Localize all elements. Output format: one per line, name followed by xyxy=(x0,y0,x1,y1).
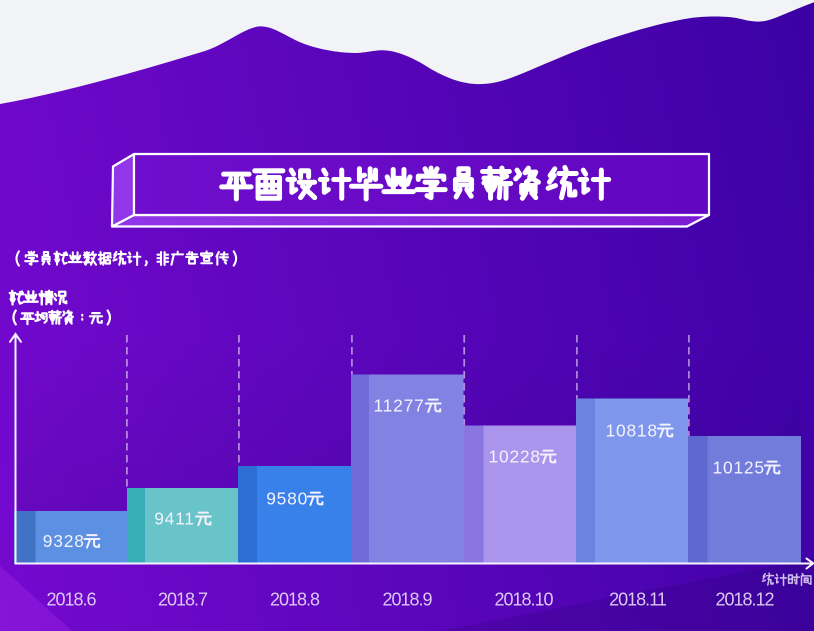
svg-text:2018.7: 2018.7 xyxy=(158,590,208,610)
svg-text:2018.12: 2018.12 xyxy=(715,590,774,610)
svg-text:2018.11: 2018.11 xyxy=(609,590,667,610)
svg-text:11277: 11277 xyxy=(374,396,425,416)
svg-text:2018.6: 2018.6 xyxy=(46,590,96,610)
svg-text:2018.8: 2018.8 xyxy=(270,590,320,610)
svg-text:2018.10: 2018.10 xyxy=(494,590,553,610)
svg-text:10818: 10818 xyxy=(606,421,658,441)
svg-text:10125: 10125 xyxy=(713,458,765,478)
svg-text:2018.9: 2018.9 xyxy=(382,590,432,610)
svg-text:10228: 10228 xyxy=(489,447,541,467)
svg-text:9411: 9411 xyxy=(154,509,195,529)
svg-text:9580: 9580 xyxy=(266,489,308,509)
svg-text:9328: 9328 xyxy=(43,531,85,551)
